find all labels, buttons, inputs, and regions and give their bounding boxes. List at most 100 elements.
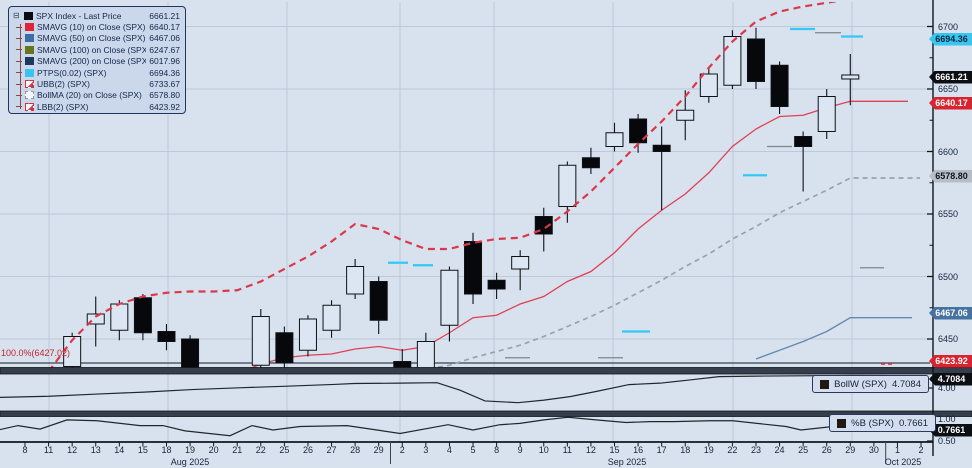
date-tick-label: 12 — [585, 445, 596, 455]
legend-row[interactable]: ⊟ SPX Index - Last Price 6661.21 — [9, 10, 185, 21]
candle-down — [205, 383, 222, 407]
legend-tree-stub — [16, 72, 22, 74]
pctb-label: %B (SPX) — [851, 417, 894, 429]
bollw-swatch-icon — [820, 379, 830, 389]
candle-down — [157, 331, 176, 342]
date-tick-label: 2 — [918, 445, 924, 455]
panel-separator — [0, 410, 972, 417]
candle-up — [322, 304, 341, 331]
legend-row[interactable]: SMAVG (200) on Close (SPX) 6017.96 — [9, 56, 185, 67]
main-panel-series — [249, 100, 920, 368]
legend-row[interactable]: UBB(2) (SPX) 6733.67 — [9, 78, 185, 89]
legend-item-value: 6733.67 — [149, 79, 180, 90]
month-label: Aug 2025 — [170, 457, 210, 467]
date-tick-label: 27 — [326, 445, 337, 455]
date-tick-label: 13 — [90, 445, 101, 455]
candle-down — [181, 338, 200, 368]
legend-item-value: 6467.06 — [149, 33, 180, 44]
axis-price-badge: 6578.80 — [929, 169, 972, 183]
gray-dash-chip-icon — [25, 91, 34, 100]
pctb-swatch-icon — [837, 418, 847, 428]
pctb-value: 0.7661 — [898, 417, 928, 429]
date-tick-label: 4 — [446, 445, 452, 455]
date-tick-label: 9 — [517, 445, 523, 455]
date-tick-label: 30 — [868, 445, 879, 455]
bollw-label: BollW (SPX) — [834, 378, 887, 390]
legend-item-value: 6247.67 — [149, 44, 180, 55]
pctb-line — [0, 416, 921, 437]
date-tick-label: 25 — [279, 445, 290, 455]
legend-tree-stub — [16, 83, 22, 85]
legend-item-value: 6578.80 — [149, 90, 180, 101]
date-tick-label: 11 — [562, 445, 572, 455]
legend-row[interactable]: SMAVG (100) on Close (SPX) 6247.67 — [9, 44, 185, 55]
legend-item-label: SMAVG (200) on Close (SPX) — [37, 56, 147, 67]
candle-up — [723, 36, 742, 86]
legend-item-value: 6694.36 — [149, 67, 180, 78]
date-tick-label: 29 — [373, 445, 384, 455]
price-tick-label: 6700 — [938, 21, 959, 32]
date-tick-label: 18 — [161, 445, 172, 455]
legend-tree-stub — [16, 49, 22, 51]
legend-tree-stub — [16, 26, 22, 28]
red-dash-chip-icon — [25, 80, 34, 89]
bollw-panel — [0, 374, 921, 404]
legend-tree-stub — [16, 106, 22, 108]
price-tick-label: 6550 — [938, 209, 959, 219]
date-tick-label: 19 — [185, 445, 196, 455]
legend-row[interactable]: SMAVG (50) on Close (SPX) 6467.06 — [9, 33, 185, 44]
legend-item-label: SMAVG (10) on Close (SPX) — [37, 22, 146, 33]
fib-retracement-label: 100.0%(6427.02) — [1, 348, 71, 358]
date-tick-label: 3 — [423, 445, 429, 455]
candle-up — [676, 109, 695, 121]
candle-down — [581, 157, 600, 169]
candle-down — [393, 361, 412, 368]
date-tick-label: 15 — [609, 445, 620, 455]
date-tick-label: 14 — [114, 445, 125, 455]
price-tick-label: 1.00 — [938, 414, 956, 424]
date-tick-label: 26 — [302, 445, 313, 455]
legend-item-value: 6640.17 — [149, 22, 180, 33]
axis-price-badge: 6640.17 — [929, 96, 972, 110]
legend-tree-stub — [16, 60, 22, 62]
legend-item-label: SPX Index - Last Price — [36, 10, 122, 21]
month-label: Oct 2025 — [884, 457, 922, 467]
price-tick-label: 6500 — [938, 271, 959, 282]
legend-collapse-icon[interactable]: ⊟ — [13, 10, 20, 20]
bollw-value: 4.7084 — [891, 378, 921, 390]
date-tick-label: 8 — [494, 445, 500, 455]
candle-up — [841, 74, 860, 80]
candle-up — [817, 96, 836, 132]
legend-panel[interactable]: ⊟ SPX Index - Last Price 6661.21 SMAVG (10)… — [8, 6, 186, 114]
axis-price-badge: 6467.06 — [929, 306, 972, 320]
axis-price-badge: 0.7661 — [929, 423, 972, 437]
red-dash-chip-icon — [25, 102, 34, 111]
month-label: Sep 2025 — [607, 457, 647, 467]
legend-item-label: UBB(2) (SPX) — [37, 79, 90, 90]
candle-up — [416, 341, 435, 368]
date-tick-label: 17 — [656, 445, 667, 455]
candle-up — [440, 269, 459, 326]
pctb-legend[interactable]: %B (SPX) 0.7661 — [829, 414, 936, 432]
legend-row[interactable]: BollMA (20) on Close (SPX) 6578.80 — [9, 90, 185, 101]
red-square-icon — [25, 23, 34, 32]
candle-up — [605, 132, 624, 147]
legend-item-label: PTPS(0.02) (SPX) — [37, 67, 107, 78]
candle-down — [133, 297, 152, 334]
candle-down — [464, 241, 483, 295]
date-tick-label: 28 — [350, 445, 361, 455]
bollw-legend[interactable]: BollW (SPX) 4.7084 — [812, 375, 929, 393]
legend-item-label: BollMA (20) on Close (SPX) — [37, 90, 142, 101]
date-tick-label: 22 — [727, 445, 738, 455]
legend-row[interactable]: PTPS(0.02) (SPX) 6694.36 — [9, 67, 185, 78]
axis-price-badge: 6661.21 — [929, 70, 972, 84]
legend-row[interactable]: SMAVG (10) on Close (SPX) 6640.17 — [9, 21, 185, 32]
legend-row[interactable]: LBB(2) (SPX) 6423.92 — [9, 101, 185, 112]
date-tick-label: 8 — [22, 445, 28, 455]
bollw-line — [0, 374, 921, 404]
candle-down — [275, 332, 294, 364]
smavg50-line — [755, 316, 912, 360]
candle-up — [17, 415, 34, 426]
candle-up — [511, 256, 530, 270]
